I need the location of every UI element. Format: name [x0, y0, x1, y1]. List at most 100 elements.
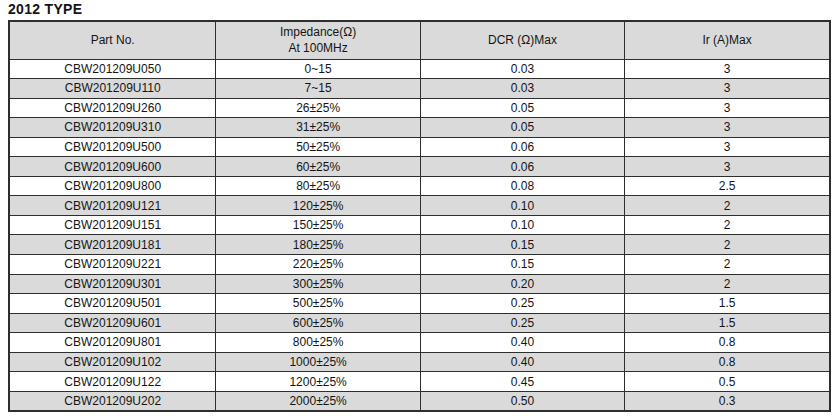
- cell-part-no: CBW201209U050: [9, 59, 216, 79]
- cell-ir: 2: [625, 196, 830, 216]
- cell-dcr: 0.40: [420, 333, 624, 353]
- cell-ir: 2: [625, 235, 830, 255]
- table-row: CBW201209U31031±25%0.053: [9, 118, 830, 138]
- cell-dcr: 0.06: [420, 157, 624, 177]
- cell-impedance: 1200±25%: [216, 372, 420, 392]
- table-row: CBW201209U151150±25%0.102: [9, 215, 830, 235]
- cell-impedance: 150±25%: [216, 215, 420, 235]
- cell-dcr: 0.25: [420, 294, 624, 314]
- cell-part-no: CBW201209U601: [9, 313, 216, 333]
- col-header-dcr: DCR (Ω)Max: [420, 21, 624, 59]
- cell-dcr: 0.06: [420, 137, 624, 157]
- cell-part-no: CBW201209U801: [9, 333, 216, 353]
- cell-impedance: 220±25%: [216, 254, 420, 274]
- cell-part-no: CBW201209U102: [9, 352, 216, 372]
- cell-impedance: 1000±25%: [216, 352, 420, 372]
- cell-part-no: CBW201209U600: [9, 157, 216, 177]
- cell-ir: 0.8: [625, 352, 830, 372]
- cell-ir: 1.5: [625, 294, 830, 314]
- cell-impedance: 600±25%: [216, 313, 420, 333]
- cell-ir: 2: [625, 215, 830, 235]
- cell-ir: 0.8: [625, 333, 830, 353]
- cell-ir: 3: [625, 157, 830, 177]
- cell-ir: 2.5: [625, 176, 830, 196]
- table-row: CBW201209U301300±25%0.202: [9, 274, 830, 294]
- col-header-part-no-label: Part No.: [12, 32, 213, 48]
- cell-part-no: CBW201209U310: [9, 118, 216, 138]
- table-row: CBW201209U2022000±25%0.500.3: [9, 391, 830, 411]
- cell-dcr: 0.20: [420, 274, 624, 294]
- datasheet-page: 2012 TYPE Part No. Impedance(Ω) At 100MH…: [0, 0, 840, 418]
- cell-dcr: 0.25: [420, 313, 624, 333]
- cell-impedance: 31±25%: [216, 118, 420, 138]
- cell-part-no: CBW201209U301: [9, 274, 216, 294]
- table-row: CBW201209U801800±25%0.400.8: [9, 333, 830, 353]
- table-row: CBW201209U0500~150.033: [9, 59, 830, 79]
- col-header-ir-label: Ir (A)Max: [627, 32, 827, 48]
- cell-part-no: CBW201209U500: [9, 137, 216, 157]
- cell-dcr: 0.40: [420, 352, 624, 372]
- cell-dcr: 0.05: [420, 118, 624, 138]
- cell-dcr: 0.50: [420, 391, 624, 411]
- table-row: CBW201209U121120±25%0.102: [9, 196, 830, 216]
- cell-part-no: CBW201209U181: [9, 235, 216, 255]
- cell-dcr: 0.10: [420, 196, 624, 216]
- cell-impedance: 180±25%: [216, 235, 420, 255]
- table-row: CBW201209U80080±25%0.082.5: [9, 176, 830, 196]
- cell-impedance: 60±25%: [216, 157, 420, 177]
- table-row: CBW201209U601600±25%0.251.5: [9, 313, 830, 333]
- cell-ir: 0.5: [625, 372, 830, 392]
- cell-impedance: 500±25%: [216, 294, 420, 314]
- cell-ir: 3: [625, 79, 830, 99]
- cell-ir: 2: [625, 254, 830, 274]
- cell-impedance: 2000±25%: [216, 391, 420, 411]
- cell-part-no: CBW201209U501: [9, 294, 216, 314]
- cell-ir: 0.3: [625, 391, 830, 411]
- cell-dcr: 0.03: [420, 59, 624, 79]
- cell-ir: 3: [625, 137, 830, 157]
- cell-dcr: 0.15: [420, 235, 624, 255]
- cell-impedance: 0~15: [216, 59, 420, 79]
- cell-dcr: 0.10: [420, 215, 624, 235]
- table-row: CBW201209U1107~150.033: [9, 79, 830, 99]
- cell-dcr: 0.08: [420, 176, 624, 196]
- col-header-dcr-label: DCR (Ω)Max: [423, 32, 622, 48]
- col-header-ir: Ir (A)Max: [625, 21, 830, 59]
- col-header-impedance: Impedance(Ω) At 100MHz: [216, 21, 420, 59]
- cell-dcr: 0.05: [420, 98, 624, 118]
- impedance-spec-table: Part No. Impedance(Ω) At 100MHz DCR (Ω)M…: [8, 20, 831, 412]
- table-body: CBW201209U0500~150.033CBW201209U1107~150…: [9, 59, 830, 411]
- col-header-part-no: Part No.: [9, 21, 216, 59]
- cell-part-no: CBW201209U202: [9, 391, 216, 411]
- cell-ir: 3: [625, 98, 830, 118]
- cell-dcr: 0.15: [420, 254, 624, 274]
- cell-part-no: CBW201209U800: [9, 176, 216, 196]
- table-header: Part No. Impedance(Ω) At 100MHz DCR (Ω)M…: [9, 21, 830, 59]
- cell-impedance: 800±25%: [216, 333, 420, 353]
- header-row: Part No. Impedance(Ω) At 100MHz DCR (Ω)M…: [9, 21, 830, 59]
- cell-ir: 1.5: [625, 313, 830, 333]
- cell-ir: 3: [625, 118, 830, 138]
- cell-dcr: 0.45: [420, 372, 624, 392]
- cell-part-no: CBW201209U260: [9, 98, 216, 118]
- table-row: CBW201209U1221200±25%0.450.5: [9, 372, 830, 392]
- cell-impedance: 7~15: [216, 79, 420, 99]
- cell-impedance: 80±25%: [216, 176, 420, 196]
- col-header-impedance-line1: Impedance(Ω): [218, 24, 417, 40]
- cell-dcr: 0.03: [420, 79, 624, 99]
- cell-part-no: CBW201209U151: [9, 215, 216, 235]
- table-row: CBW201209U26026±25%0.053: [9, 98, 830, 118]
- table-row: CBW201209U221220±25%0.152: [9, 254, 830, 274]
- col-header-impedance-line2: At 100MHz: [218, 40, 417, 56]
- cell-part-no: CBW201209U221: [9, 254, 216, 274]
- cell-part-no: CBW201209U122: [9, 372, 216, 392]
- cell-impedance: 26±25%: [216, 98, 420, 118]
- table-row: CBW201209U50050±25%0.063: [9, 137, 830, 157]
- cell-impedance: 50±25%: [216, 137, 420, 157]
- cell-impedance: 120±25%: [216, 196, 420, 216]
- table-row: CBW201209U501500±25%0.251.5: [9, 294, 830, 314]
- table-row: CBW201209U181180±25%0.152: [9, 235, 830, 255]
- cell-ir: 3: [625, 59, 830, 79]
- cell-part-no: CBW201209U110: [9, 79, 216, 99]
- cell-part-no: CBW201209U121: [9, 196, 216, 216]
